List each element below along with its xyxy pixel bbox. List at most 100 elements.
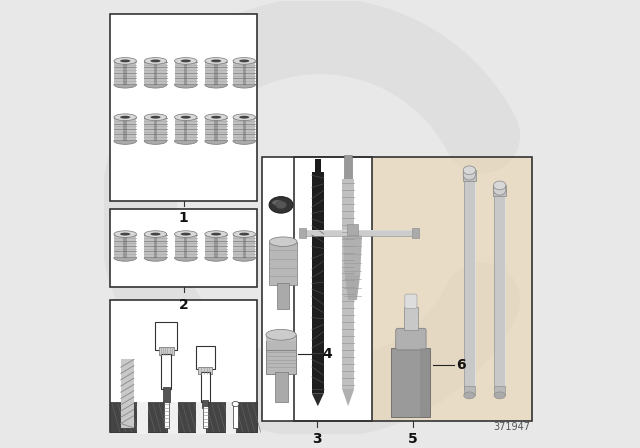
Ellipse shape <box>175 254 197 261</box>
FancyBboxPatch shape <box>396 328 426 350</box>
Bar <box>494 386 506 396</box>
Ellipse shape <box>150 116 161 119</box>
Bar <box>404 306 418 331</box>
Polygon shape <box>124 234 127 258</box>
Bar <box>294 157 532 422</box>
Bar <box>198 367 212 374</box>
Text: 371947: 371947 <box>493 422 530 432</box>
Bar <box>463 170 476 181</box>
Polygon shape <box>312 172 324 393</box>
Ellipse shape <box>239 60 250 62</box>
Bar <box>159 347 174 355</box>
Bar <box>138 402 148 434</box>
Ellipse shape <box>144 254 167 261</box>
Ellipse shape <box>180 233 191 236</box>
Bar <box>156 322 177 350</box>
Ellipse shape <box>205 82 227 88</box>
Polygon shape <box>315 159 321 172</box>
Ellipse shape <box>120 116 130 119</box>
Ellipse shape <box>144 58 167 64</box>
Text: 2: 2 <box>179 298 189 312</box>
Ellipse shape <box>180 60 191 62</box>
Ellipse shape <box>114 138 136 144</box>
Bar <box>110 300 257 432</box>
Ellipse shape <box>272 200 283 205</box>
Polygon shape <box>420 348 431 417</box>
FancyBboxPatch shape <box>144 61 167 85</box>
Text: 4: 4 <box>322 347 332 361</box>
Ellipse shape <box>269 197 293 213</box>
FancyBboxPatch shape <box>114 234 136 258</box>
Ellipse shape <box>233 114 255 121</box>
Ellipse shape <box>239 233 250 236</box>
Bar <box>269 241 297 285</box>
Bar <box>110 402 257 432</box>
Polygon shape <box>494 194 506 389</box>
Polygon shape <box>243 61 246 85</box>
Ellipse shape <box>144 138 167 144</box>
Bar <box>266 332 296 341</box>
Bar <box>202 400 208 409</box>
Ellipse shape <box>120 233 130 236</box>
FancyBboxPatch shape <box>205 234 227 258</box>
Bar <box>277 283 289 309</box>
FancyBboxPatch shape <box>144 117 167 141</box>
Bar <box>110 209 257 287</box>
Ellipse shape <box>211 233 221 236</box>
Bar <box>163 387 170 402</box>
FancyBboxPatch shape <box>175 234 197 258</box>
Polygon shape <box>124 61 127 85</box>
FancyBboxPatch shape <box>114 117 136 141</box>
Ellipse shape <box>175 82 197 88</box>
Ellipse shape <box>144 231 167 237</box>
Polygon shape <box>214 117 218 141</box>
Polygon shape <box>345 274 360 300</box>
Bar <box>493 185 506 196</box>
Ellipse shape <box>233 82 255 88</box>
Bar <box>233 402 238 428</box>
Ellipse shape <box>239 116 250 119</box>
Bar <box>344 155 353 179</box>
Polygon shape <box>154 117 157 141</box>
Ellipse shape <box>114 114 136 121</box>
Ellipse shape <box>233 254 255 261</box>
Ellipse shape <box>211 60 221 62</box>
Polygon shape <box>184 234 188 258</box>
Polygon shape <box>184 61 188 85</box>
Ellipse shape <box>205 254 227 261</box>
Ellipse shape <box>232 401 239 407</box>
Polygon shape <box>464 179 475 389</box>
Bar <box>392 348 431 417</box>
Polygon shape <box>312 393 324 406</box>
Ellipse shape <box>114 254 136 261</box>
Ellipse shape <box>463 169 476 180</box>
Bar <box>110 14 257 201</box>
Ellipse shape <box>205 231 227 237</box>
Bar <box>262 157 372 422</box>
Ellipse shape <box>205 138 227 144</box>
Text: 5: 5 <box>408 432 418 446</box>
Ellipse shape <box>276 201 287 209</box>
Bar <box>161 354 172 389</box>
Polygon shape <box>303 230 415 236</box>
Ellipse shape <box>175 138 197 144</box>
Ellipse shape <box>233 58 255 64</box>
FancyBboxPatch shape <box>233 61 255 85</box>
Bar <box>266 335 296 374</box>
Bar <box>201 371 209 402</box>
Ellipse shape <box>144 82 167 88</box>
Ellipse shape <box>144 114 167 121</box>
Polygon shape <box>214 61 218 85</box>
FancyBboxPatch shape <box>114 61 136 85</box>
Text: 3: 3 <box>312 432 321 446</box>
Polygon shape <box>154 234 157 258</box>
Polygon shape <box>124 117 127 141</box>
Ellipse shape <box>120 60 130 62</box>
Polygon shape <box>343 236 362 274</box>
Bar <box>464 386 475 396</box>
Ellipse shape <box>493 181 506 190</box>
Bar <box>300 228 306 238</box>
Ellipse shape <box>266 329 296 340</box>
Polygon shape <box>243 234 246 258</box>
Text: 6: 6 <box>456 358 466 372</box>
